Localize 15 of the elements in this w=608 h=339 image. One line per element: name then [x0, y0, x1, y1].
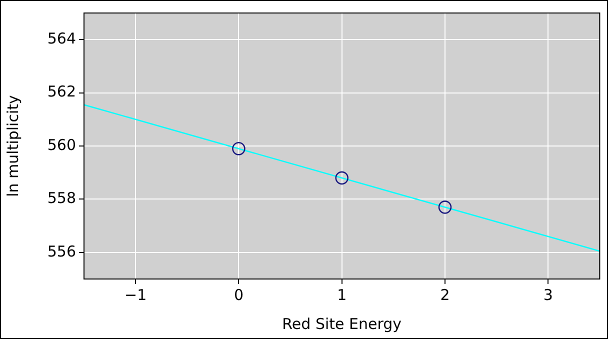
x-axis-title: Red Site Energy: [282, 314, 402, 333]
point: [232, 142, 246, 156]
y-tick-label: 564: [47, 29, 76, 48]
y-tick-label: 562: [47, 82, 76, 101]
point: [335, 171, 348, 185]
point: [438, 200, 452, 214]
y-tick-label: 558: [47, 189, 76, 208]
y-tick-label: 560: [47, 136, 76, 154]
y-tick-label: 556: [47, 242, 76, 260]
x-tick-label: 3: [543, 286, 553, 304]
x-tick-label: 2: [440, 286, 450, 304]
x-tick-label: 1: [337, 286, 347, 304]
y-axis-title: ln multiplicity: [4, 94, 22, 197]
x-tick-label: −1: [124, 286, 147, 304]
x-tick-label: 0: [234, 286, 244, 304]
